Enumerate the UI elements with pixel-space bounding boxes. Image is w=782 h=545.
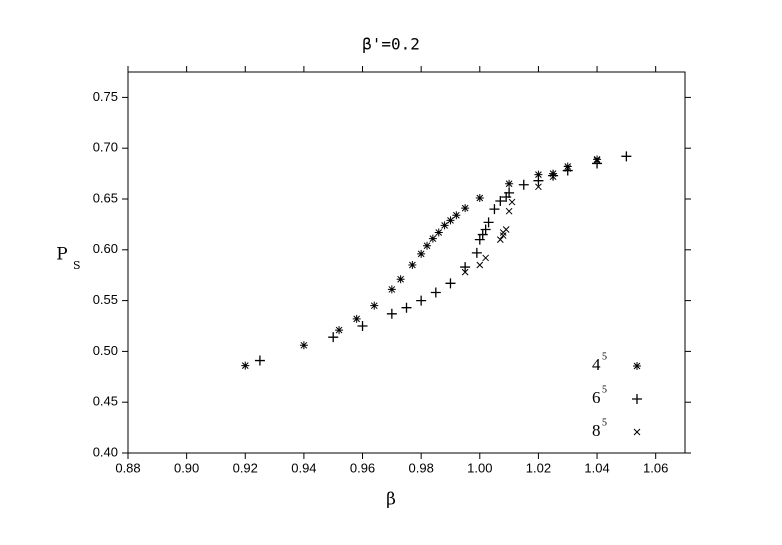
y-tick-label: 0.65 [93, 190, 118, 205]
y-tick-label: 0.75 [93, 89, 118, 104]
data-point [534, 170, 543, 179]
data-point [482, 254, 490, 262]
data-point [495, 196, 506, 207]
data-point [471, 247, 482, 258]
data-point [445, 278, 456, 289]
data-point [564, 165, 572, 172]
data-point [370, 301, 379, 310]
data-point [460, 262, 471, 273]
data-point [446, 216, 455, 225]
data-point [548, 170, 559, 181]
data-point [504, 187, 515, 198]
x-tick-label: 1.00 [467, 460, 492, 475]
data-point [474, 234, 485, 245]
data-point [502, 226, 510, 233]
data-point [417, 249, 426, 258]
data-point [562, 165, 573, 176]
legend-label: 8 [592, 421, 601, 440]
x-axis-label: β [386, 490, 396, 510]
data-point [621, 151, 632, 162]
data-point [505, 207, 513, 215]
data-point [416, 295, 427, 306]
y-tick-label: 0.60 [93, 241, 118, 256]
data-point [335, 326, 344, 335]
legend-label-superscript: 5 [602, 384, 607, 395]
y-axis-label: P [56, 245, 67, 265]
data-point [387, 285, 396, 294]
x-tick-label: 0.98 [409, 460, 434, 475]
legend-marker [633, 428, 641, 436]
y-axis-label-subscript: S [73, 259, 81, 272]
data-point [254, 355, 265, 366]
y-tick-label: 0.40 [93, 444, 118, 459]
y-tick-label: 0.55 [93, 292, 118, 307]
data-point [499, 232, 507, 239]
chart-title: β'=0.2 [362, 35, 420, 54]
y-tick-label: 0.70 [93, 140, 118, 155]
data-point [496, 236, 504, 243]
data-point [477, 229, 488, 240]
x-tick-label: 1.04 [584, 460, 609, 475]
data-point [328, 332, 339, 343]
y-tick-label: 0.50 [93, 343, 118, 358]
data-point [440, 221, 449, 230]
legend-marker [633, 362, 641, 370]
x-tick-label: 1.02 [526, 460, 551, 475]
data-point [401, 302, 412, 313]
data-point [241, 361, 250, 370]
data-point [461, 268, 469, 276]
data-point [533, 175, 544, 186]
data-point [357, 321, 368, 331]
plot-frame [127, 71, 686, 454]
data-point [434, 228, 443, 237]
data-point [452, 211, 461, 220]
data-point [593, 157, 601, 164]
data-point [535, 183, 542, 191]
x-tick-label: 1.06 [643, 460, 668, 475]
data-point [549, 173, 557, 181]
data-point [475, 193, 484, 202]
y-tick-label: 0.45 [93, 394, 118, 409]
data-point [299, 341, 308, 350]
data-point [476, 261, 484, 269]
legend-label-superscript: 5 [602, 351, 607, 362]
x-tick-label: 0.90 [174, 460, 199, 475]
data-point [518, 179, 529, 190]
legend-marker [632, 394, 642, 404]
data-point [352, 314, 361, 323]
x-tick-label: 0.88 [115, 460, 140, 475]
data-point [489, 204, 500, 215]
data-point [505, 179, 514, 188]
data-point [423, 241, 432, 250]
data-point [508, 198, 516, 206]
data-point [408, 261, 417, 270]
data-point [461, 204, 470, 213]
data-point [428, 234, 437, 243]
x-tick-label: 0.96 [350, 460, 375, 475]
data-point [430, 287, 441, 298]
legend-label: 6 [592, 388, 601, 407]
data-point [480, 224, 491, 235]
data-point [386, 308, 397, 319]
data-point [483, 217, 494, 228]
legend-label: 4 [592, 355, 601, 374]
x-tick-label: 0.94 [291, 460, 316, 475]
legend-label-superscript: 5 [602, 417, 607, 428]
data-point [396, 275, 405, 284]
x-tick-label: 0.92 [233, 460, 258, 475]
